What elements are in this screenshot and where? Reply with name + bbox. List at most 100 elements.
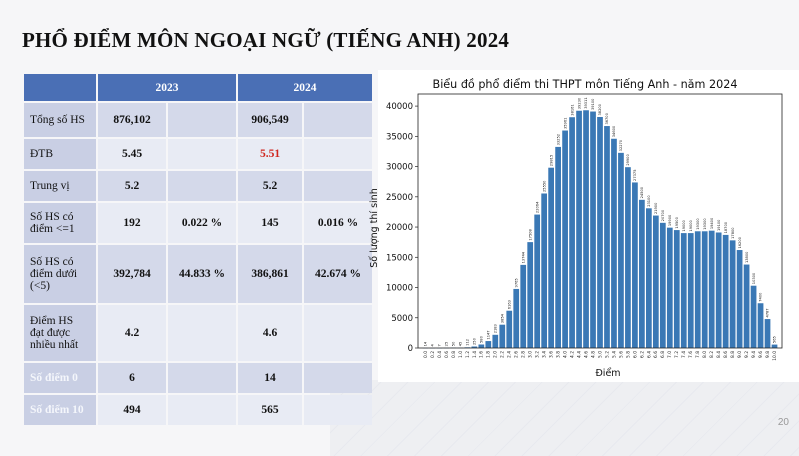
bar-value-label: 35961 [563,118,567,129]
percent-2023: 44.833 % [168,245,236,303]
bar-value-label: 17508 [528,228,532,240]
value-2024: 386,861 [238,245,302,303]
bar-value-label: 18700 [724,221,728,233]
bar-value-label: 19300 [703,218,707,230]
x-tick-label: 4.6 [583,351,589,358]
bar-1.6 [478,344,485,348]
percent-2023 [168,139,236,169]
bar-5.4 [611,138,617,348]
x-tick-label: 5.2 [604,351,610,358]
x-tick-label: 0.8 [451,351,457,358]
x-tick-label: 1.2 [465,351,471,358]
y-tick-label: 35000 [386,132,413,142]
bar-8.6 [722,234,729,348]
bar-value-label: 38161 [570,104,574,115]
value-2024: 5.2 [238,171,302,201]
x-tick-label: 8.0 [702,351,708,358]
bar-value-label: 36700 [605,112,609,124]
x-axis-label: Điểm [595,368,620,379]
plot-frame [417,93,783,349]
y-axis-label: Số lượng thí sinh [369,188,380,267]
x-tick-label: 4.4 [576,351,582,358]
bar-2.8 [520,264,527,348]
bar-9.0 [736,250,743,348]
value-2023: 5.45 [98,139,166,169]
bar-6.6 [652,215,659,348]
bar-6.0 [632,182,638,348]
percent-2024 [304,139,372,169]
x-tick-label: 6.2 [639,351,645,358]
x-tick-label: 5.0 [597,351,603,358]
bar-2.4 [506,310,513,348]
bar-7.6 [687,233,694,348]
bar-value-label: 34600 [612,125,616,137]
bar-7.2 [673,230,680,348]
value-2023: 494 [98,395,166,425]
percent-2023 [168,171,236,201]
bar-3.0 [527,242,534,348]
bar-value-label: 27375 [633,170,637,181]
x-tick-label: 9.4 [751,351,757,358]
x-tick-label: 2.8 [521,351,527,358]
bar-value-label: 13800 [745,251,749,263]
x-tick-label: 0.2 [430,351,436,358]
percent-2024: 0.016 % [304,203,372,243]
bar-5.2 [604,126,610,348]
bar-value-label: 24500 [640,186,644,198]
value-2024: 565 [238,395,302,425]
x-tick-label: 1.6 [479,351,485,358]
bar-value-label: 19300 [696,218,700,230]
bar-2.6 [513,288,520,348]
background-pattern [330,380,799,456]
bar-3.8 [555,146,561,348]
bar-value-label: 25550 [542,180,546,192]
bar-value-label: 29815 [549,155,553,166]
x-tick-label: 4.2 [569,351,575,358]
percent-2024 [304,395,372,425]
x-tick-label: 6.0 [632,351,638,358]
bar-value-label: 33252 [556,134,560,145]
x-tick-label: 8.8 [730,351,736,358]
bar-value-label: 7400 [759,292,763,302]
value-2023: 4.2 [98,305,166,361]
y-tick-label: 10000 [386,284,413,294]
x-tick-label: 4.8 [590,351,596,358]
x-tick-label: 2.6 [514,351,520,358]
bar-5.8 [625,167,631,348]
y-tick-label: 20000 [386,223,413,233]
bar-5.6 [618,152,624,348]
bar-value-label: 19100 [717,219,721,231]
y-tick-label: 5000 [391,314,413,324]
header-empty [24,74,96,101]
x-tick-label: 9.6 [758,351,764,358]
x-tick-label: 0.0 [423,351,429,358]
x-tick-label: 9.8 [765,351,771,358]
x-tick-label: 1.0 [458,351,464,358]
bar-7.8 [694,231,701,348]
percent-2023 [168,363,236,393]
value-2024: 14 [238,363,302,393]
table-row: Trung vị 5.2 5.2 [24,171,372,201]
bar-value-label: 6163 [507,300,511,309]
value-2024: 5.51 [238,139,302,169]
y-tick-label: 30000 [386,163,413,173]
x-tick-label: 5.8 [625,351,631,358]
bar-6.8 [659,222,666,348]
x-tick-label: 8.6 [723,351,729,358]
bar-value-label: 25 [445,342,449,347]
bar-value-label: 250 [473,337,477,345]
table-row: Số HS có điểm <=1 192 0.022 % 145 0.016 % [24,203,372,243]
x-tick-label: 9.2 [744,351,750,358]
header-2024: 2024 [238,74,372,101]
bar-value-label: 14 [424,341,428,346]
percent-2024 [304,305,372,361]
bar-value-label: 19000 [682,219,686,231]
x-tick-label: 3.0 [528,351,534,358]
bar-3.6 [548,167,554,348]
bar-value-label: 19500 [675,216,679,228]
percent-2024: 42.674 % [304,245,372,303]
bar-3.4 [541,193,548,348]
percent-2023: 0.022 % [168,203,236,243]
bar-value-label: 23100 [647,195,651,207]
chart-title: Biểu đồ phổ điểm thi THPT môn Tiếng Anh … [433,78,738,91]
